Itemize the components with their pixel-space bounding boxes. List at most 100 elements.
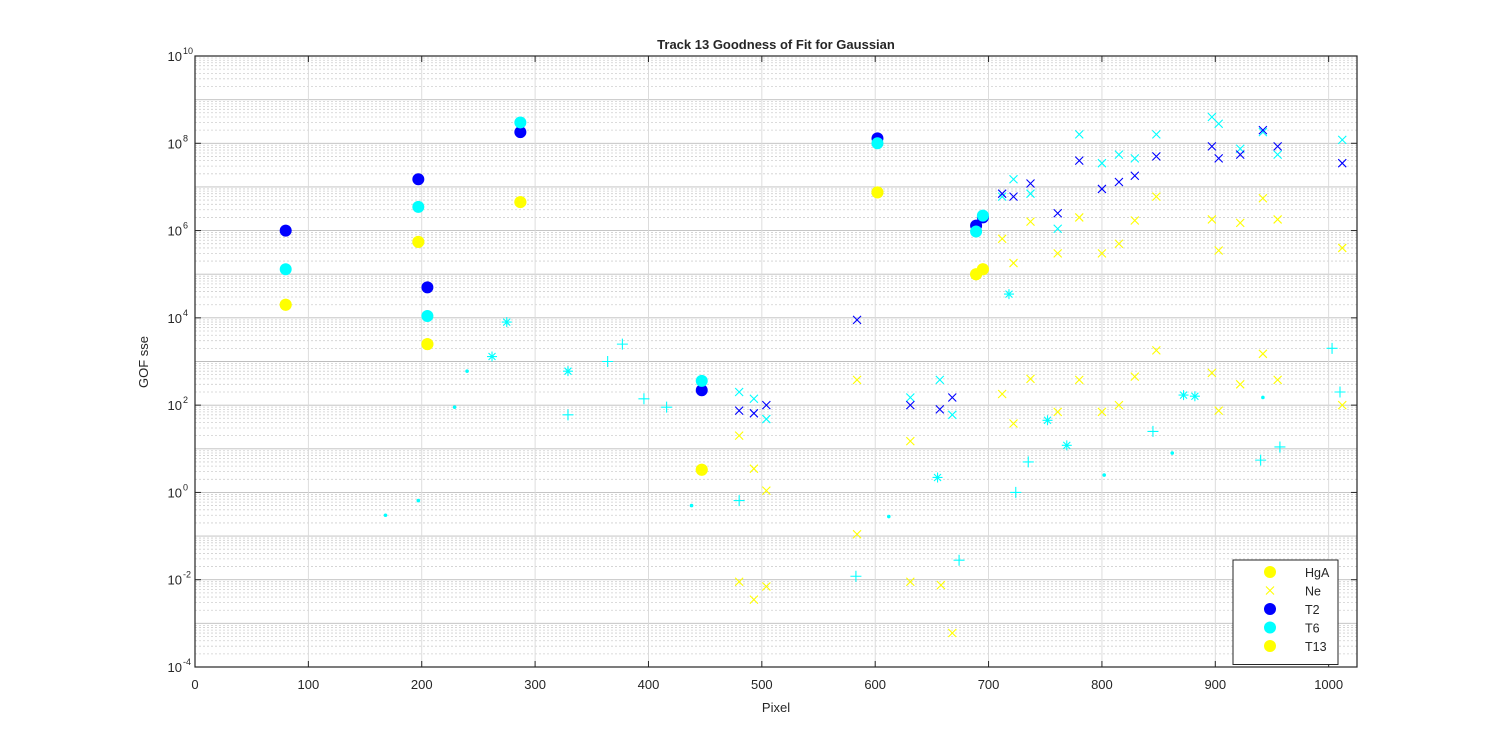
- data-point: [1102, 473, 1106, 477]
- data-point: [947, 393, 957, 402]
- legend-entry: T2: [1264, 603, 1320, 617]
- y-tick-base: 10: [168, 398, 182, 413]
- legend-label: T2: [1305, 603, 1320, 617]
- y-tick-exponent: 2: [183, 395, 188, 405]
- data-point: [514, 196, 527, 209]
- series-x-5: [734, 125, 1347, 418]
- legend-label: T13: [1305, 640, 1327, 654]
- data-point: [695, 384, 708, 397]
- data-point: [1114, 150, 1124, 160]
- y-tick-label: 10 0: [168, 482, 188, 500]
- data-point: [383, 513, 388, 518]
- legend-entry: T6: [1264, 621, 1320, 636]
- x-tick-label: 900: [1204, 677, 1226, 692]
- legend-entry: Ne: [1265, 585, 1321, 599]
- data-point: [602, 356, 614, 367]
- data-point: [1130, 171, 1140, 181]
- data-point: [1207, 215, 1217, 224]
- y-tick-base: 10: [168, 49, 182, 64]
- y-tick-exponent: -4: [183, 657, 191, 667]
- data-point: [1026, 179, 1035, 188]
- data-point: [1337, 400, 1347, 410]
- data-point: [1097, 407, 1107, 417]
- data-point: [1114, 239, 1124, 249]
- data-point: [936, 580, 946, 590]
- data-point: [487, 351, 498, 362]
- data-point: [1273, 375, 1283, 385]
- data-point: [749, 595, 759, 605]
- y-tick-base: 10: [168, 660, 182, 675]
- data-point: [1273, 150, 1283, 160]
- data-point: [1053, 224, 1063, 234]
- legend: HgA Ne T2 T6 T13: [1232, 559, 1339, 665]
- data-point: [1258, 125, 1268, 135]
- data-point: [616, 338, 628, 350]
- data-point: [935, 404, 945, 414]
- data-point: [1114, 177, 1124, 187]
- x-tick-label: 0: [191, 677, 198, 692]
- data-point: [514, 116, 527, 129]
- legend-label: T6: [1305, 622, 1320, 636]
- data-point: [695, 374, 708, 387]
- data-point: [1214, 119, 1224, 129]
- data-point: [421, 281, 434, 294]
- y-tick-label: 10 8: [168, 133, 188, 151]
- data-point: [1074, 375, 1084, 385]
- data-point: [997, 389, 1007, 399]
- data-point: [1074, 213, 1084, 222]
- legend-label: Ne: [1305, 585, 1321, 599]
- data-point: [852, 375, 862, 385]
- x-tick-label: 700: [978, 677, 1000, 692]
- y-tick-label: 10 2: [168, 395, 188, 413]
- data-point: [661, 401, 673, 413]
- data-point: [1151, 152, 1161, 161]
- data-point: [1026, 374, 1035, 384]
- data-point: [412, 235, 425, 248]
- data-point: [1274, 441, 1286, 453]
- data-point: [1189, 391, 1200, 402]
- data-point: [749, 408, 759, 418]
- data-point: [1178, 390, 1189, 401]
- data-point: [1334, 386, 1346, 398]
- data-point: [1026, 189, 1035, 199]
- data-point: [1022, 456, 1034, 468]
- data-point: [997, 192, 1007, 201]
- data-point: [416, 498, 421, 503]
- data-point: [1053, 407, 1063, 417]
- x-tick-label: 100: [298, 677, 320, 692]
- data-point: [1214, 154, 1224, 163]
- data-point: [905, 393, 915, 402]
- series-ne: [734, 192, 1347, 638]
- data-point: [852, 529, 862, 539]
- legend-marker: [1264, 566, 1276, 578]
- x-tick-label: 500: [751, 677, 773, 692]
- data-point: [412, 173, 425, 186]
- data-point: [997, 189, 1007, 199]
- data-point: [970, 225, 983, 238]
- series-star-7: [487, 289, 1200, 483]
- chart-title: Track 13 Goodness of Fit for Gaussian: [657, 37, 895, 52]
- y-tick-exponent: 4: [183, 308, 188, 318]
- data-marks: [279, 112, 1347, 638]
- data-point: [279, 263, 292, 276]
- y-tick-label: 10 -2: [168, 570, 191, 588]
- data-point: [761, 582, 771, 591]
- data-point: [1273, 141, 1283, 151]
- data-point: [932, 472, 943, 483]
- data-point: [1273, 215, 1283, 224]
- y-tick-base: 10: [168, 136, 182, 151]
- grid-lines: [194, 55, 1357, 668]
- data-point: [749, 464, 759, 474]
- data-point: [1097, 184, 1107, 194]
- y-tick-exponent: 6: [183, 221, 188, 231]
- data-point: [1074, 129, 1084, 139]
- data-point: [1097, 249, 1107, 258]
- data-point: [1235, 150, 1245, 160]
- data-point: [734, 406, 744, 415]
- data-point: [905, 577, 915, 587]
- data-point: [1326, 342, 1338, 354]
- legend-box: [1232, 559, 1339, 665]
- y-tick-label: 10 10: [168, 46, 193, 64]
